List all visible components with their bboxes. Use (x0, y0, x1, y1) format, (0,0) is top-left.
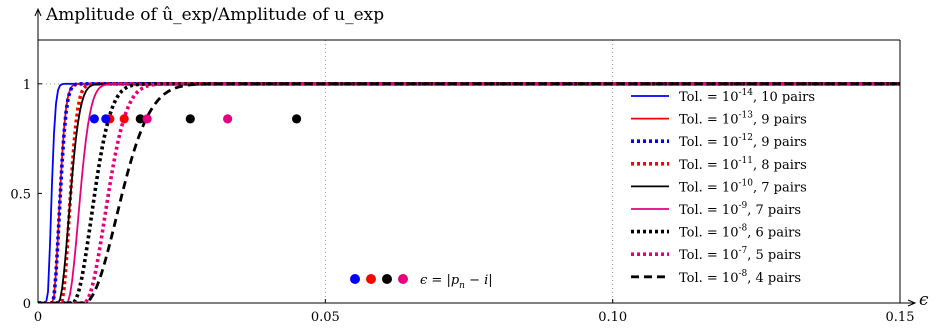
x-axis-label: ϵ (919, 290, 929, 310)
legend-label-8: Tol. = 10-7​, 5 pairs (679, 246, 801, 263)
y-axis-arrow (34, 7, 42, 17)
annotation-dot (350, 274, 360, 284)
legend-label-9: Tol. = 10-8​, 4 pairs (679, 269, 801, 286)
series-marker-5 (135, 114, 145, 124)
y-axis-label-text: Amplitude of û_exp/Amplitude of u_exp (46, 5, 385, 25)
series-markers (89, 114, 302, 124)
annotation-dot (366, 274, 376, 284)
legend-label-4: Tol. = 10-11​, 8 pairs (679, 156, 807, 173)
series-marker-4 (119, 114, 129, 124)
annotation-text: ϵ = |pn​ − i| (420, 273, 493, 291)
series-marker-9 (292, 114, 302, 124)
series-marker-7 (185, 114, 195, 124)
x-tick-label: 0 (34, 310, 42, 325)
legend-label-6: Tol. = 10-9​, 7 pairs (679, 201, 801, 218)
x-axis-arrow (907, 299, 917, 307)
annotation-dot (398, 274, 408, 284)
y-tick-label: 0.5 (10, 187, 31, 202)
series-curves (38, 82, 900, 303)
x-tick-label: 0.15 (886, 310, 915, 325)
series-marker-6 (142, 114, 152, 124)
axes (34, 7, 917, 307)
y-tick-label: 1 (23, 78, 31, 93)
x-tick-label: 0.10 (598, 310, 627, 325)
series-line-9 (38, 82, 900, 303)
epsilon-annotation: ϵ = |pn​ − i| (350, 273, 493, 291)
axis-ticks: 0 0.05 0.10 0.15 0 0.5 1 (10, 78, 914, 325)
legend-label-7: Tol. = 10-8​, 6 pairs (679, 224, 801, 241)
annotation-dot (382, 274, 392, 284)
series-marker-3 (101, 114, 111, 124)
legend-label-2: Tol. = 10-13​, 9 pairs (679, 111, 807, 128)
series-marker-8 (223, 114, 233, 124)
y-tick-label: 0 (23, 297, 31, 312)
series-line-7 (38, 82, 900, 303)
legend-label-5: Tol. = 10-10​, 7 pairs (679, 178, 807, 195)
legend-label-1: Tol. = 10-14​, 10 pairs (679, 88, 815, 105)
legend: Tol. = 10-14​, 10 pairs Tol. = 10-13​, 9 … (631, 88, 815, 286)
series-marker-1 (89, 114, 99, 124)
legend-label-3: Tol. = 10-12​, 9 pairs (679, 133, 807, 150)
y-axis-label: Amplitude of û_exp/Amplitude of u_exp (46, 5, 384, 25)
series-line-8 (38, 82, 900, 303)
x-tick-label: 0.05 (311, 310, 340, 325)
